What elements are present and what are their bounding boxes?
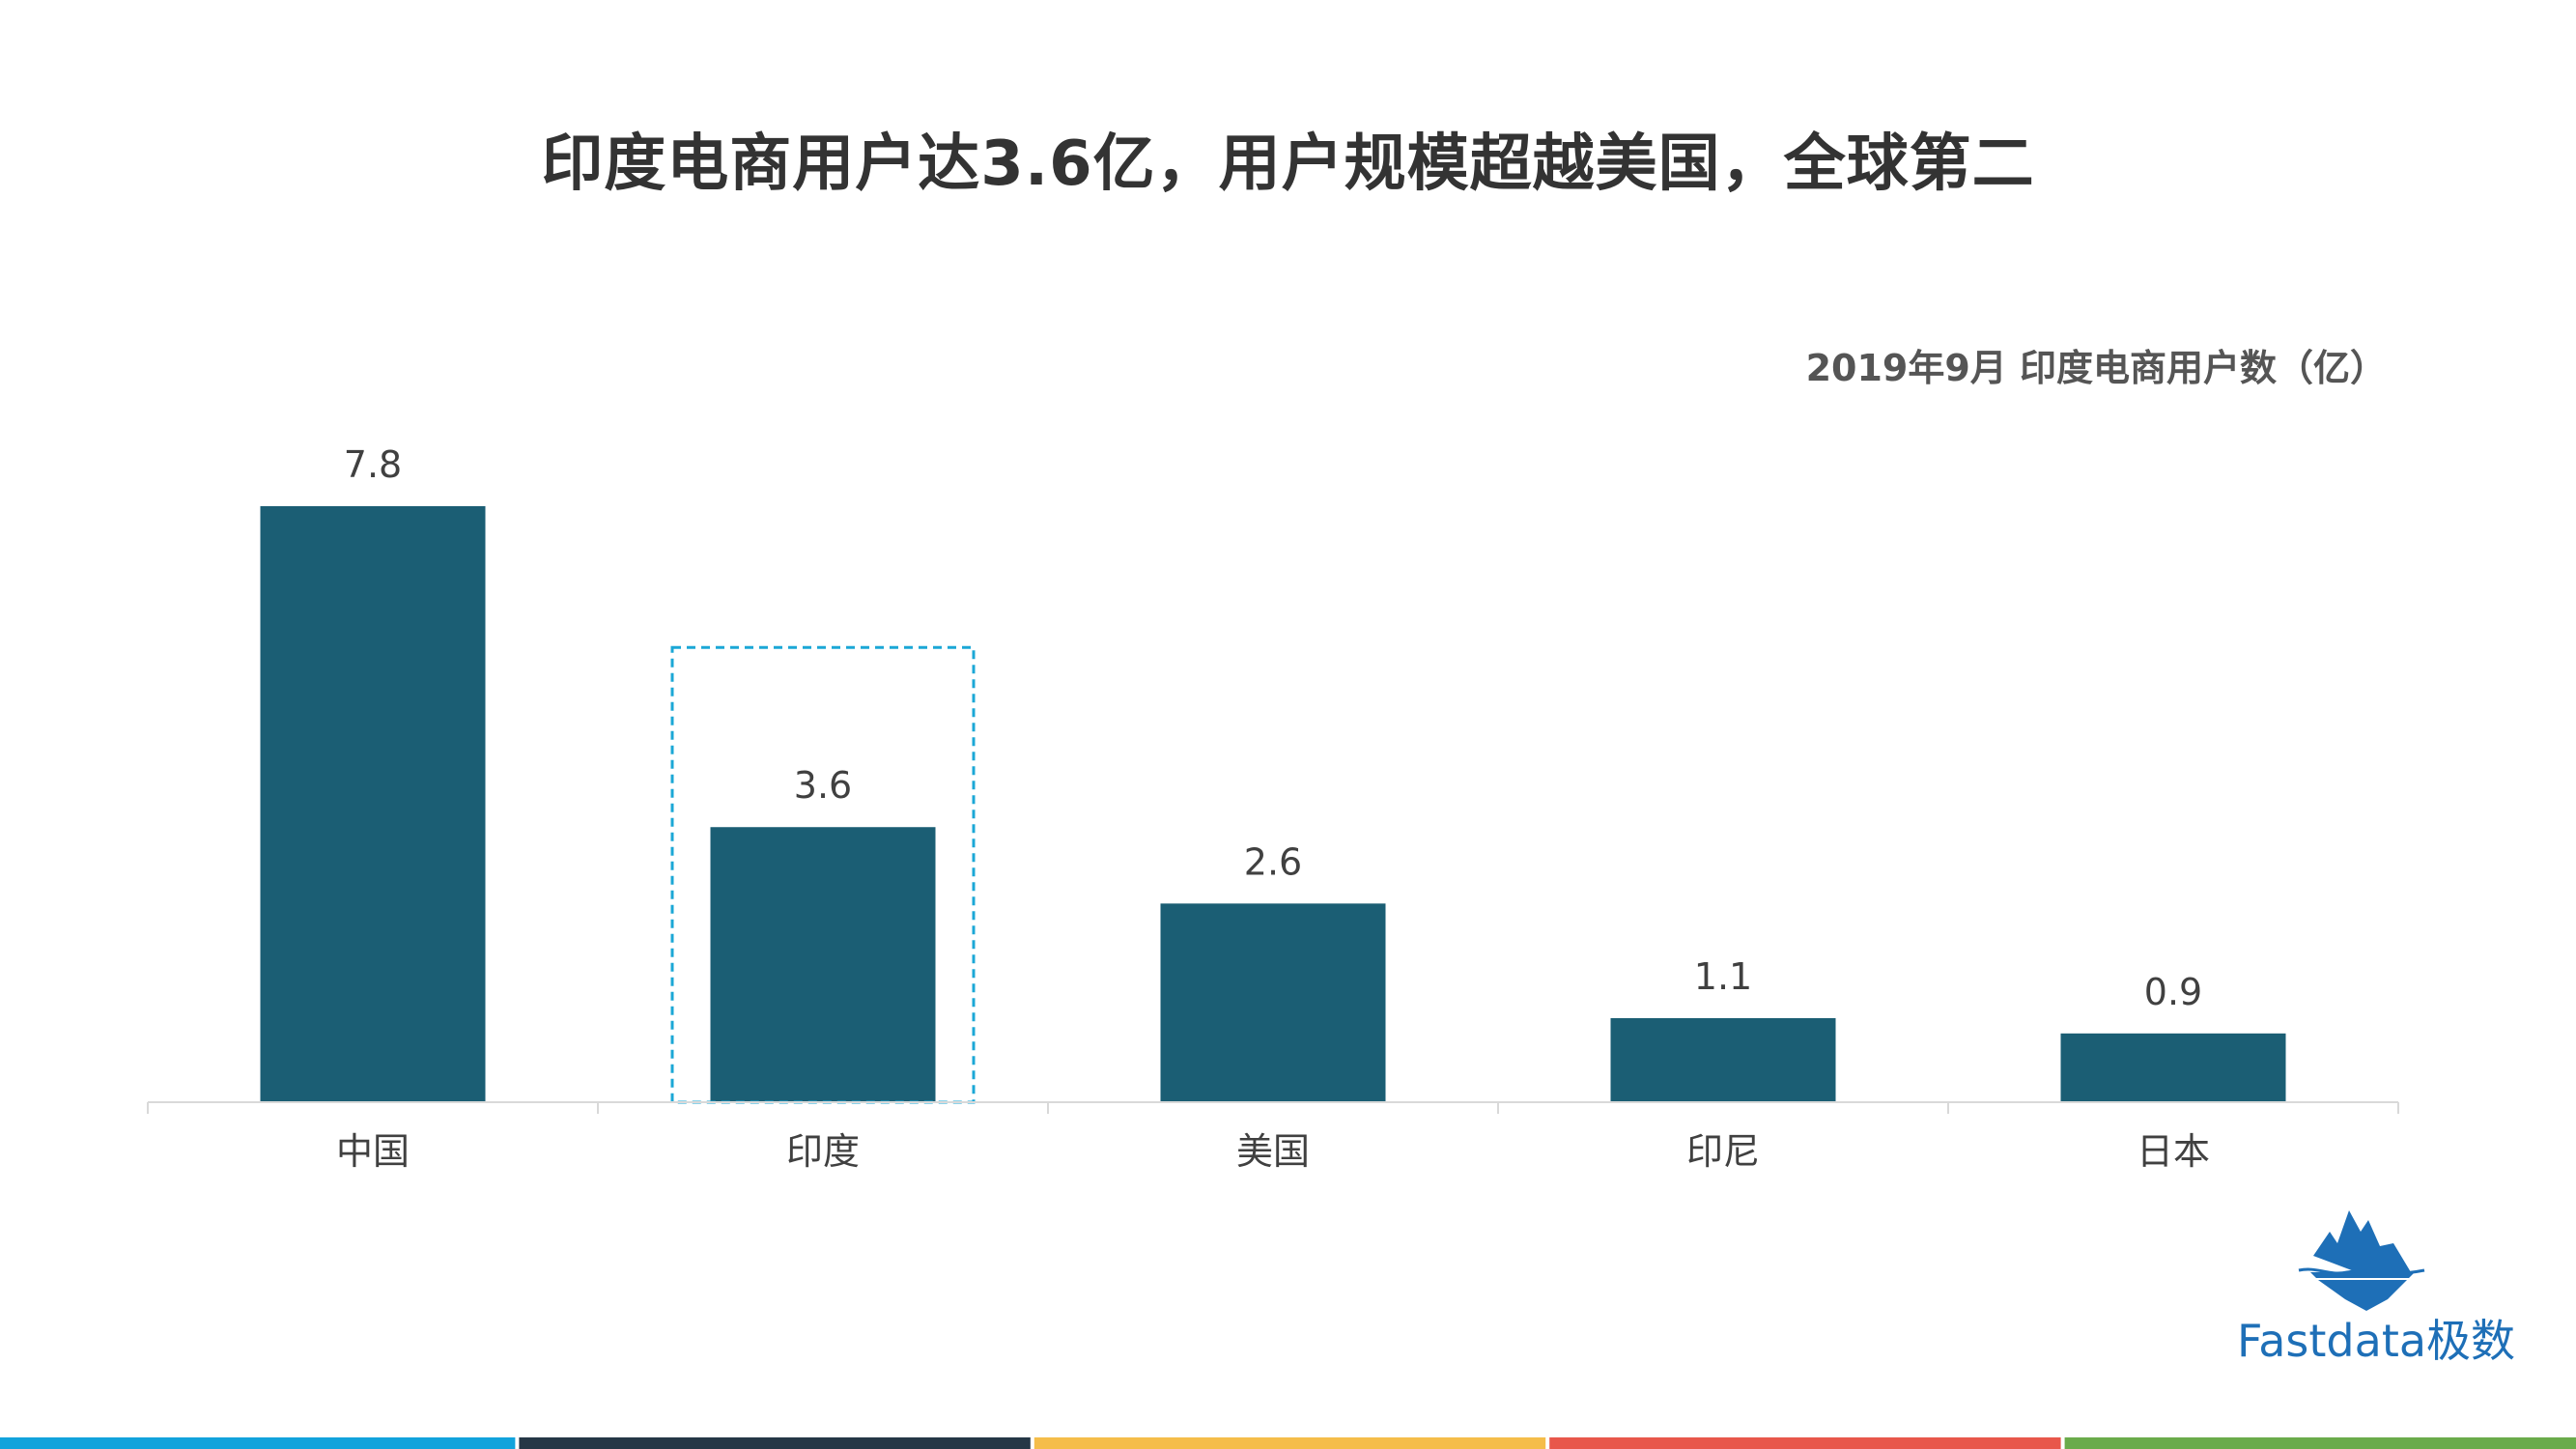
data-label-3: 1.1 (1694, 955, 1752, 998)
category-label-3: 印尼 (1686, 1130, 1760, 1173)
iceberg-logo-icon (2298, 1210, 2425, 1311)
brand-name: Fastdata极数 (2237, 1315, 2516, 1367)
data-label-0: 7.8 (344, 443, 402, 486)
axis-layer (147, 1101, 2399, 1114)
bars-layer (260, 506, 2286, 1104)
data-label-4: 0.9 (2144, 971, 2202, 1013)
stripe-2 (1033, 1437, 1546, 1449)
category-label-4: 日本 (2137, 1130, 2210, 1173)
category-label-2: 美国 (1236, 1130, 1310, 1173)
data-label-2: 2.6 (1244, 840, 1302, 883)
labels-layer: 7.8 中国 3.6 印度 2.6 美国 1.1 印尼 0.9 日本 (336, 443, 2210, 1173)
bar-4 (2060, 1033, 2286, 1102)
data-label-1: 3.6 (794, 764, 852, 807)
stripe-0 (0, 1437, 516, 1449)
bar-0 (260, 506, 486, 1102)
chart-subtitle: 2019年9月 印度电商用户数（亿） (1805, 347, 2387, 389)
category-label-1: 印度 (786, 1130, 860, 1173)
stripe-3 (1549, 1437, 2061, 1449)
page-title: 印度电商用户达3.6亿，用户规模超越美国，全球第二 (541, 128, 2035, 200)
bar-1 (710, 827, 936, 1102)
footer-color-stripes (0, 1437, 2576, 1449)
stripe-1 (519, 1437, 1031, 1449)
category-label-0: 中国 (336, 1130, 410, 1173)
bar-3 (1610, 1017, 1836, 1102)
bar-2 (1160, 903, 1386, 1102)
stripe-4 (2064, 1437, 2576, 1449)
